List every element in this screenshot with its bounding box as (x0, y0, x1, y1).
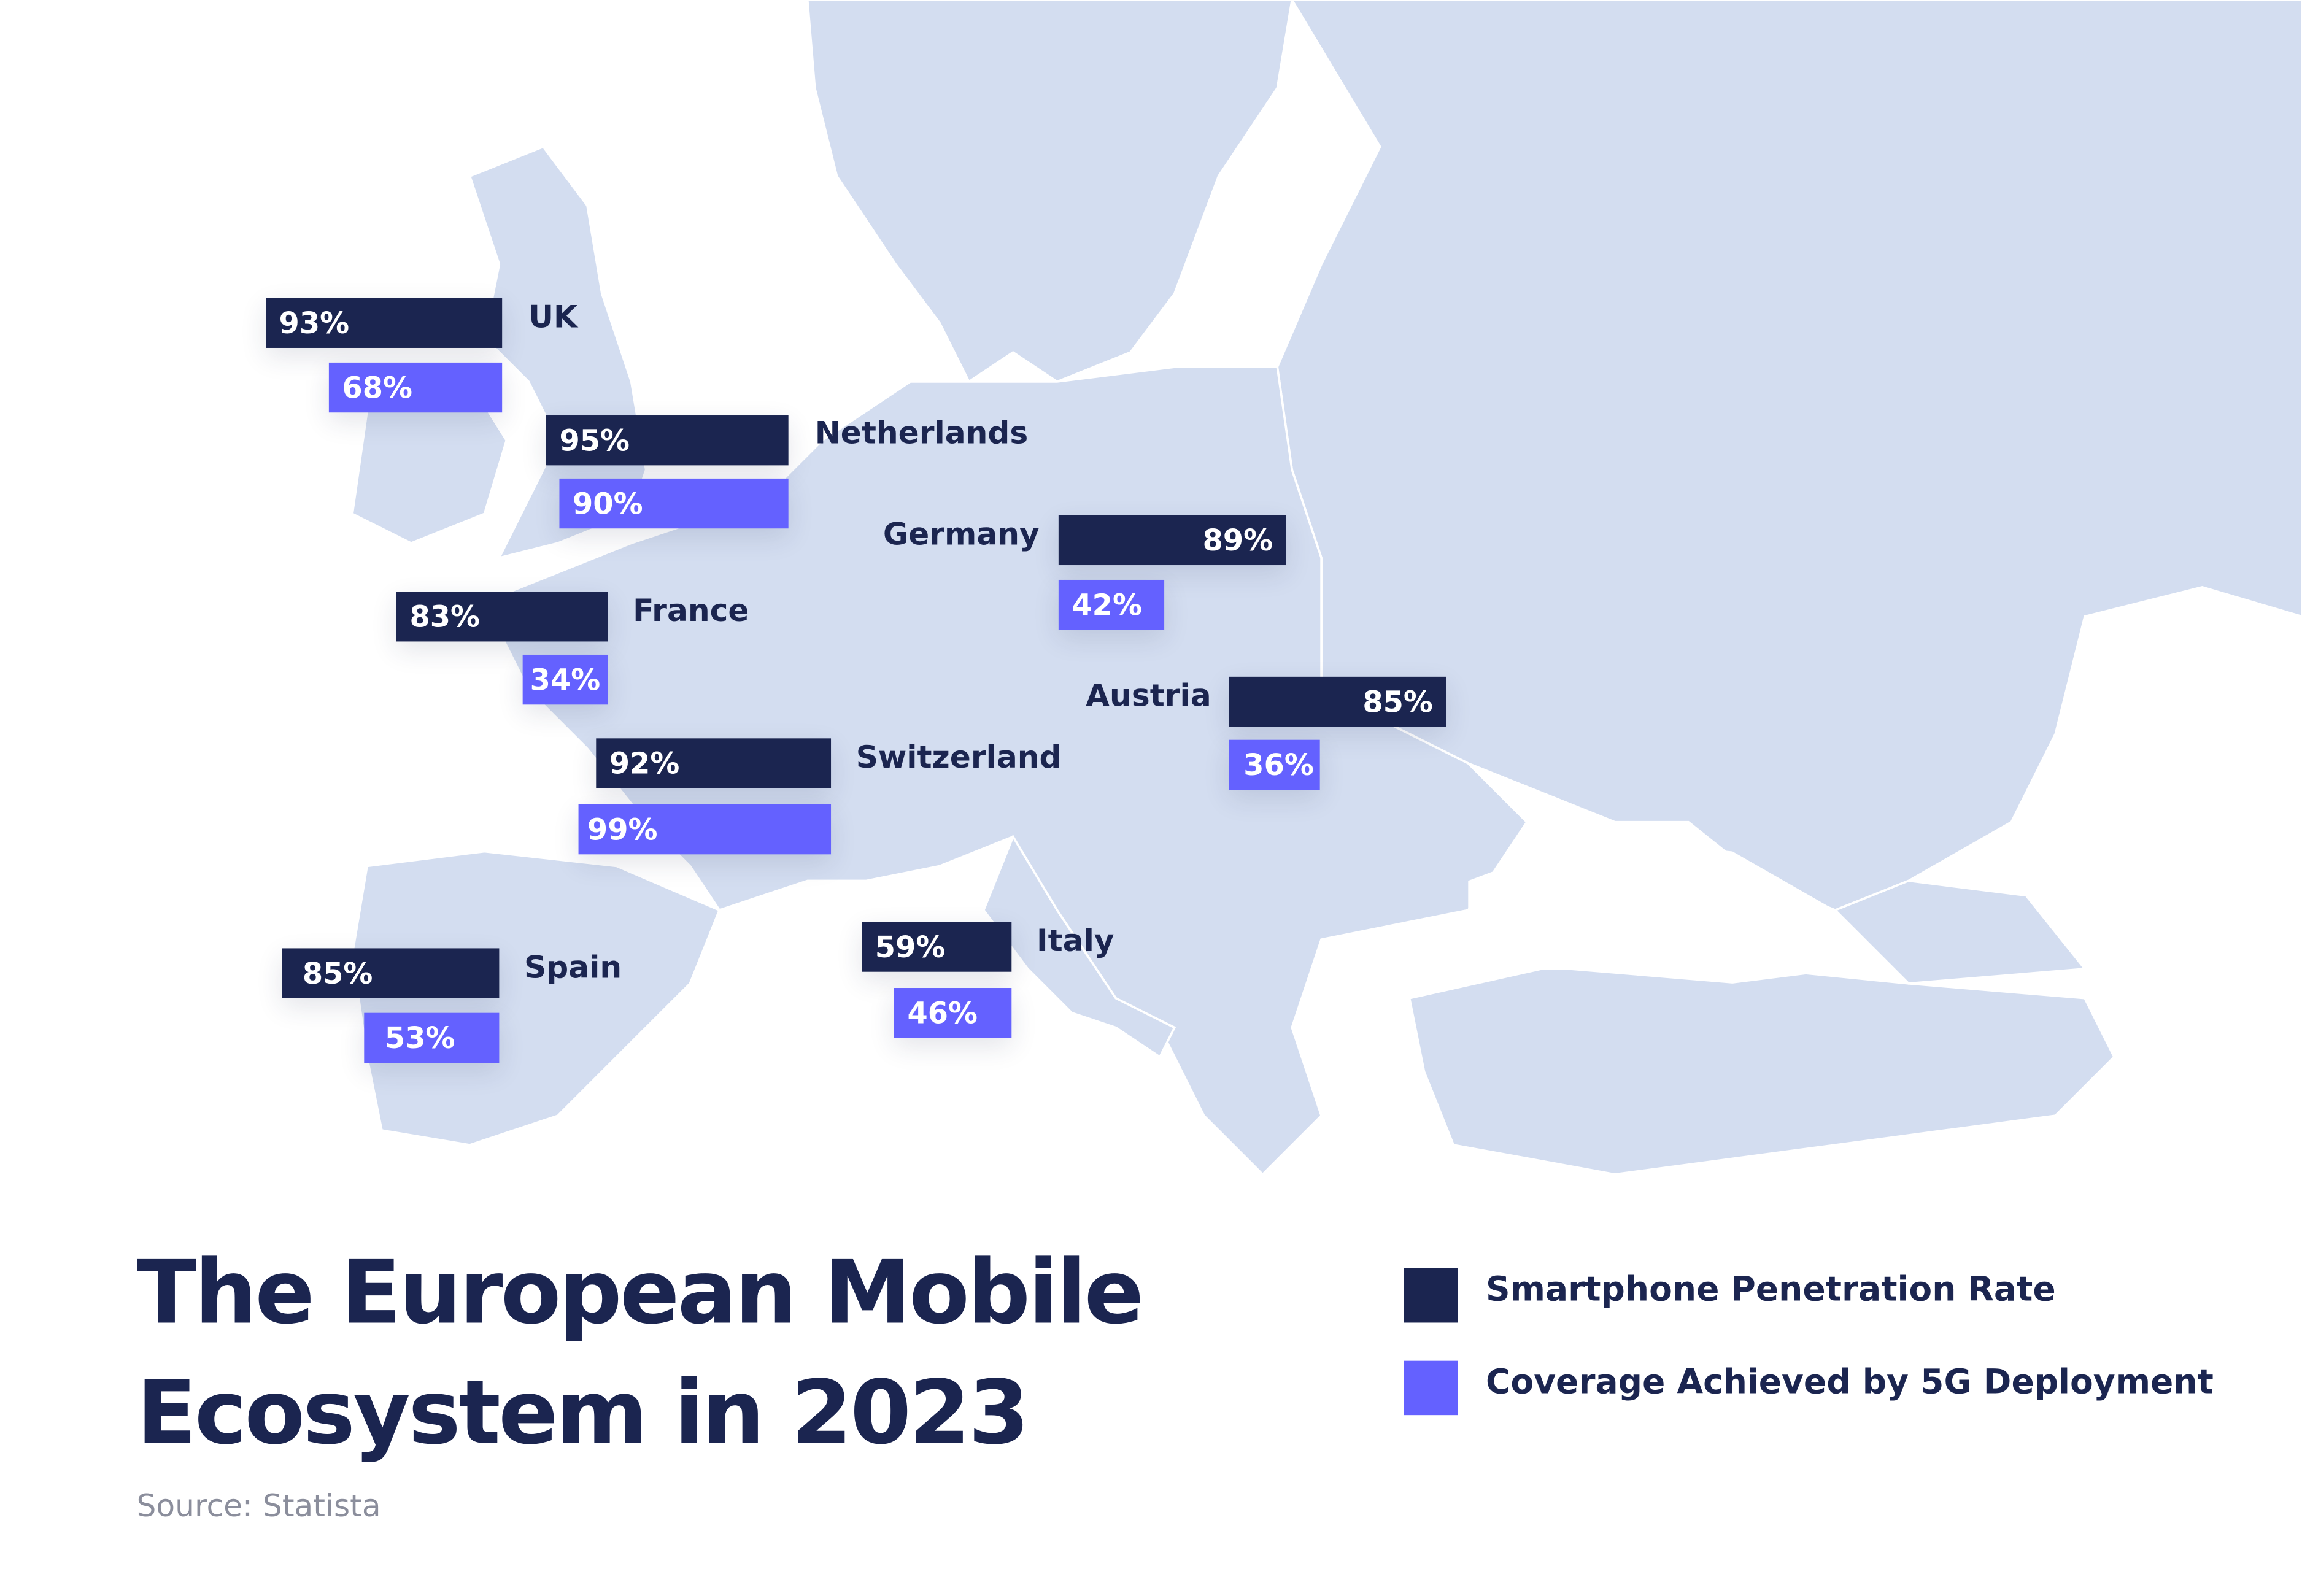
france-smartphone-bar: 83% (396, 592, 608, 642)
france-label: France (633, 593, 749, 628)
uk-label: UK (528, 299, 577, 335)
switzerland-5g-bar: 99% (578, 804, 832, 855)
map-caucasus (1833, 879, 2087, 985)
germany-smartphone-bar: 89% (1058, 515, 1286, 566)
map-turkey (1408, 968, 2116, 1176)
source-note: Source: Statista (136, 1488, 381, 1524)
italy-label: Italy (1036, 923, 1114, 959)
map-black-sea (1468, 836, 1850, 984)
germany-label: Germany (883, 517, 1040, 552)
uk-5g-bar: 68% (328, 362, 503, 413)
germany-5g-bar: 42% (1058, 579, 1165, 630)
map-scandinavia (806, 0, 1294, 384)
spain-label: Spain (524, 949, 622, 985)
spain-5g-bar: 53% (364, 1012, 500, 1063)
netherlands-label: Netherlands (814, 415, 1029, 451)
austria-5g-bar: 36% (1229, 739, 1320, 790)
netherlands-5g-bar: 90% (559, 478, 789, 529)
legend-swatch-smartphone (1404, 1268, 1458, 1323)
italy-5g-bar: 46% (894, 988, 1012, 1038)
spain-smartphone-bar: 85% (282, 948, 500, 998)
austria-smartphone-bar: 85% (1229, 676, 1446, 727)
italy-smartphone-bar: 59% (862, 922, 1012, 972)
switzerland-smartphone-bar: 92% (596, 738, 832, 788)
austria-label: Austria (1086, 678, 1211, 714)
netherlands-smartphone-bar: 95% (546, 415, 789, 466)
france-5g-bar: 34% (522, 654, 608, 705)
legend-label-smartphone: Smartphone Penetration Rate (1486, 1271, 2056, 1309)
uk-smartphone-bar: 93% (266, 298, 503, 348)
map-central (482, 366, 1529, 1176)
legend-label-5g: Coverage Achieved by 5G Deployment (1486, 1363, 2214, 1402)
legend-swatch-5g (1404, 1360, 1458, 1416)
title-line-1: The European Mobile (136, 1241, 1144, 1345)
title-line-2: Ecosystem in 2023 (136, 1362, 1029, 1465)
europe-map (352, 0, 2302, 1176)
switzerland-label: Switzerland (856, 739, 1062, 776)
page-title: The European Mobile Ecosystem in 2023 (136, 1233, 1144, 1474)
